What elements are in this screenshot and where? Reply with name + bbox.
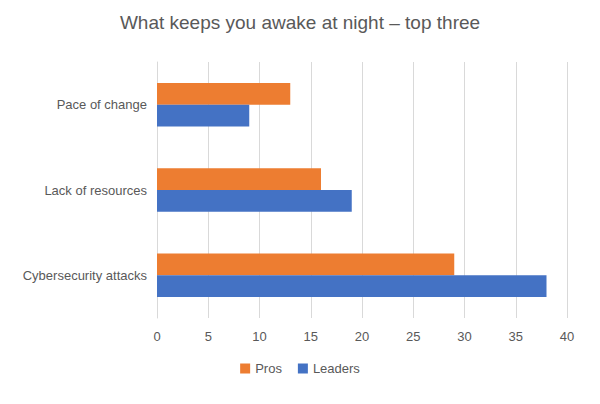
svg-text:0: 0 xyxy=(153,329,160,344)
svg-text:Leaders: Leaders xyxy=(313,361,360,376)
svg-text:Lack of resources: Lack of resources xyxy=(44,183,147,198)
svg-text:Cybersecurity attacks: Cybersecurity attacks xyxy=(23,268,148,283)
svg-text:5: 5 xyxy=(205,329,212,344)
svg-text:20: 20 xyxy=(355,329,369,344)
svg-text:Pace of change: Pace of change xyxy=(57,97,147,112)
svg-text:35: 35 xyxy=(509,329,523,344)
svg-text:30: 30 xyxy=(457,329,471,344)
svg-text:10: 10 xyxy=(252,329,266,344)
svg-text:Pros: Pros xyxy=(255,361,282,376)
svg-text:40: 40 xyxy=(560,329,574,344)
svg-text:15: 15 xyxy=(304,329,318,344)
svg-text:25: 25 xyxy=(406,329,420,344)
svg-text:What keeps you awake at night: What keeps you awake at night – top thre… xyxy=(120,12,480,33)
